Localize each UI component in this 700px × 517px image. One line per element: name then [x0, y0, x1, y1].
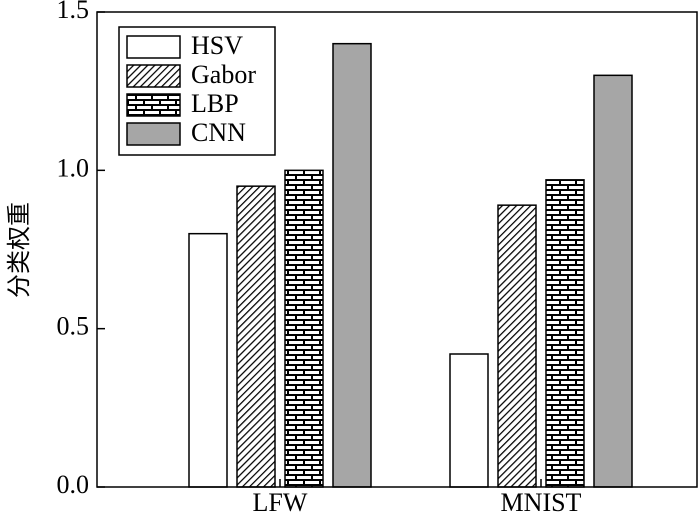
plot-frame	[96, 11, 698, 488]
legend-label: HSV	[191, 31, 243, 60]
legend-swatch	[126, 122, 181, 146]
bar	[332, 42, 372, 488]
legend-label: Gabor	[191, 60, 256, 89]
bar	[284, 169, 324, 488]
y-axis-label: 分类权重	[5, 202, 33, 298]
bar	[593, 74, 633, 488]
bar	[545, 179, 585, 488]
legend-label: LBP	[191, 89, 239, 118]
bar	[236, 185, 276, 488]
x-tick-label: LFW	[253, 488, 308, 517]
y-tick-label: 1.5	[57, 0, 90, 24]
legend-label: CNN	[191, 118, 246, 147]
y-tick-label: 0.5	[57, 312, 90, 341]
x-tick-label: MNIST	[501, 488, 582, 517]
legend-swatch	[126, 64, 181, 88]
bar	[497, 204, 537, 488]
bar	[188, 232, 228, 488]
y-tick-label: 0.0	[57, 470, 90, 499]
bar	[449, 353, 489, 488]
legend-swatch	[126, 93, 181, 117]
y-tick-label: 1.0	[57, 153, 90, 182]
legend-swatch	[126, 35, 181, 59]
